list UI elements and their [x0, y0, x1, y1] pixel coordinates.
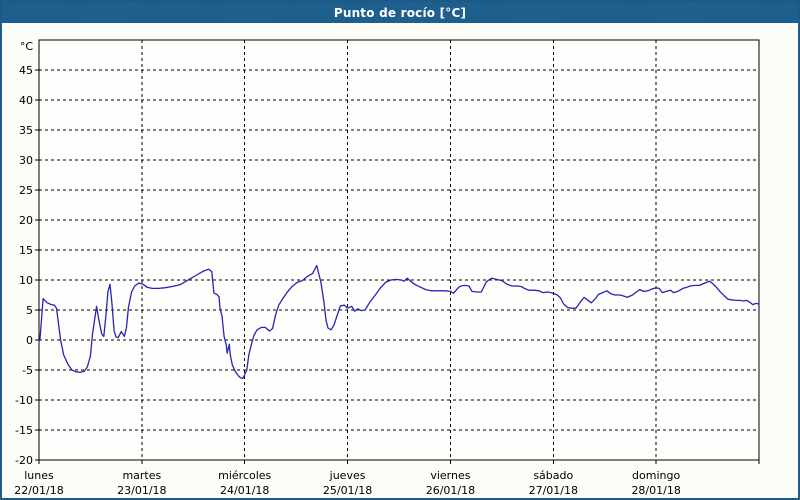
y-axis-label: 0: [26, 334, 33, 347]
x-axis-day-label: lunes: [24, 469, 54, 482]
x-axis-date-label: 26/01/18: [426, 484, 475, 497]
x-axis-day-label: sábado: [533, 469, 573, 482]
dew-point-chart: °C 45 40 35 30 25 20 15 10 5 0 -5 -10 -15 -20 lunes 22/0…: [14, 39, 760, 497]
y-axis-unit-label: °C: [20, 40, 34, 53]
y-axis-label: -15: [15, 424, 33, 437]
x-axis-day-label: domingo: [632, 469, 680, 482]
x-axis-date-label: 25/01/18: [323, 484, 372, 497]
y-axis-label: -5: [22, 364, 33, 377]
y-axis-label: 45: [19, 64, 33, 77]
x-axis-date-label: 27/01/18: [529, 484, 578, 497]
x-axis-day-label: viernes: [430, 469, 470, 482]
x-axis-date-label: 23/01/18: [117, 484, 166, 497]
y-axis-label: 40: [19, 94, 33, 107]
axis-labels: °C 45 40 35 30 25 20 15 10 5 0 -5 -10 -15 -20 lunes 22/0…: [14, 40, 681, 497]
y-axis-label: -10: [15, 394, 33, 407]
gridlines: [39, 40, 759, 460]
x-axis-day-label: martes: [122, 469, 161, 482]
x-axis-date-label: 24/01/18: [220, 484, 269, 497]
axis-ticks: [35, 69, 760, 464]
y-axis-label: -20: [15, 454, 33, 467]
x-axis-day-label: miércoles: [218, 469, 271, 482]
y-axis-label: 35: [19, 124, 33, 137]
window-title: Punto de rocío [°C]: [333, 5, 467, 20]
x-axis-day-label: jueves: [329, 469, 366, 482]
y-axis-label: 20: [19, 214, 33, 227]
dew-point-line: [39, 264, 760, 380]
y-axis-label: 10: [19, 274, 33, 287]
chart-area: °C 45 40 35 30 25 20 15 10 5 0 -5 -10 -15 -20 lunes 22/0…: [2, 23, 798, 498]
x-axis-date-label: 22/01/18: [14, 484, 63, 497]
y-axis-label: 15: [19, 244, 33, 257]
y-axis-label: 30: [19, 154, 33, 167]
y-axis-label: 25: [19, 184, 33, 197]
x-axis-date-label: 28/01/18: [631, 484, 680, 497]
title-bar: Punto de rocío [°C]: [2, 2, 798, 23]
y-axis-label: 5: [26, 304, 33, 317]
